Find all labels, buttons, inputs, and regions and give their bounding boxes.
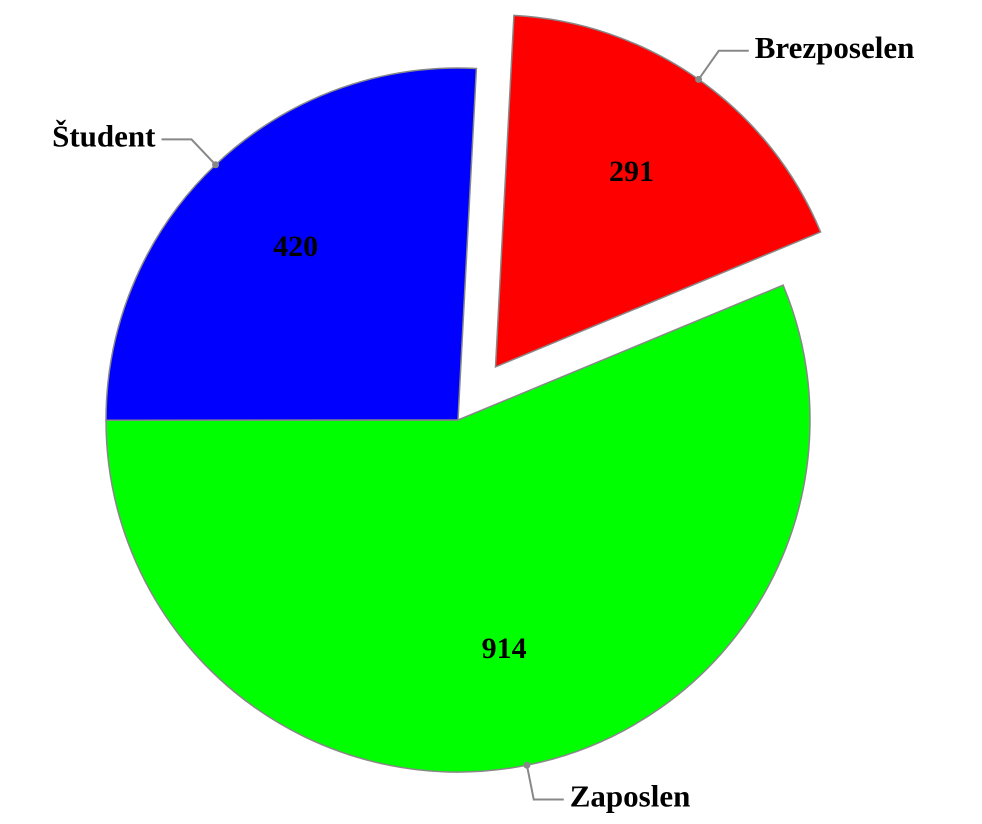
value-label: 291 bbox=[609, 155, 654, 188]
leader-dot bbox=[695, 75, 703, 83]
leader-dot bbox=[523, 761, 531, 769]
leader-line bbox=[525, 764, 564, 801]
category-label: Zaposlen bbox=[570, 779, 691, 814]
leader-line bbox=[697, 49, 749, 80]
leader-dot bbox=[212, 161, 220, 169]
category-label: Brezposelen bbox=[755, 30, 915, 65]
value-label: 420 bbox=[273, 230, 318, 263]
category-label: Študent bbox=[52, 118, 156, 153]
value-label: 914 bbox=[482, 632, 527, 665]
leader-line bbox=[161, 138, 217, 166]
